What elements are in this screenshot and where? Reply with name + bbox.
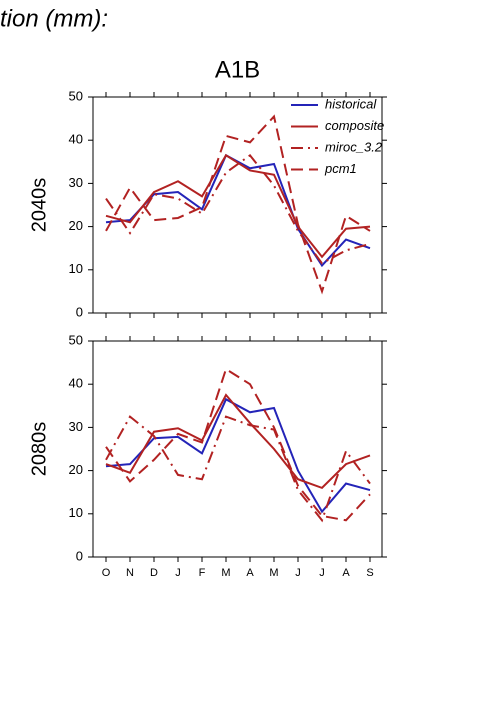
- y-tick-label: 20: [69, 462, 83, 477]
- y-tick-label: 30: [69, 419, 83, 434]
- series-line: [105, 415, 371, 523]
- series-line: [105, 367, 371, 522]
- y-tick-label: 0: [76, 548, 83, 563]
- x-tick-label: A: [342, 567, 350, 579]
- y-tick-label: 10: [69, 505, 83, 520]
- x-tick-label: O: [102, 567, 111, 579]
- y-tick-label: 50: [69, 88, 83, 103]
- y-tick-label: 40: [69, 376, 83, 391]
- x-tick-label: N: [126, 567, 134, 579]
- y-tick-label: 30: [69, 175, 83, 190]
- plot-frame: [92, 340, 383, 558]
- series-line: [105, 397, 371, 514]
- series-line: [105, 153, 371, 265]
- x-tick-label: M: [269, 567, 278, 579]
- legend-label: miroc_3.2: [325, 139, 383, 154]
- legend-label: pcm1: [324, 161, 357, 176]
- x-tick-label: A: [246, 567, 254, 579]
- y-tick-label: 50: [69, 332, 83, 347]
- x-tick-label: J: [295, 567, 301, 579]
- x-tick-label: J: [319, 567, 325, 579]
- y-tick-label: 40: [69, 132, 83, 147]
- x-tick-label: F: [199, 567, 206, 579]
- x-tick-label: S: [366, 567, 373, 579]
- y-axis-label: 2040s: [28, 178, 50, 233]
- y-axis-label: 2080s: [28, 422, 50, 477]
- page-title: tion (mm):: [0, 5, 108, 32]
- legend-label: historical: [325, 96, 377, 111]
- x-tick-label: J: [175, 567, 181, 579]
- y-tick-label: 0: [76, 304, 83, 319]
- series-line: [105, 114, 371, 295]
- plot-frame: [92, 96, 383, 314]
- x-tick-label: M: [221, 567, 230, 579]
- legend-label: composite: [325, 118, 384, 133]
- x-tick-label: D: [150, 567, 158, 579]
- series-line: [105, 393, 371, 490]
- y-tick-label: 10: [69, 261, 83, 276]
- y-tick-label: 20: [69, 218, 83, 233]
- chart-title: A1B: [215, 56, 260, 83]
